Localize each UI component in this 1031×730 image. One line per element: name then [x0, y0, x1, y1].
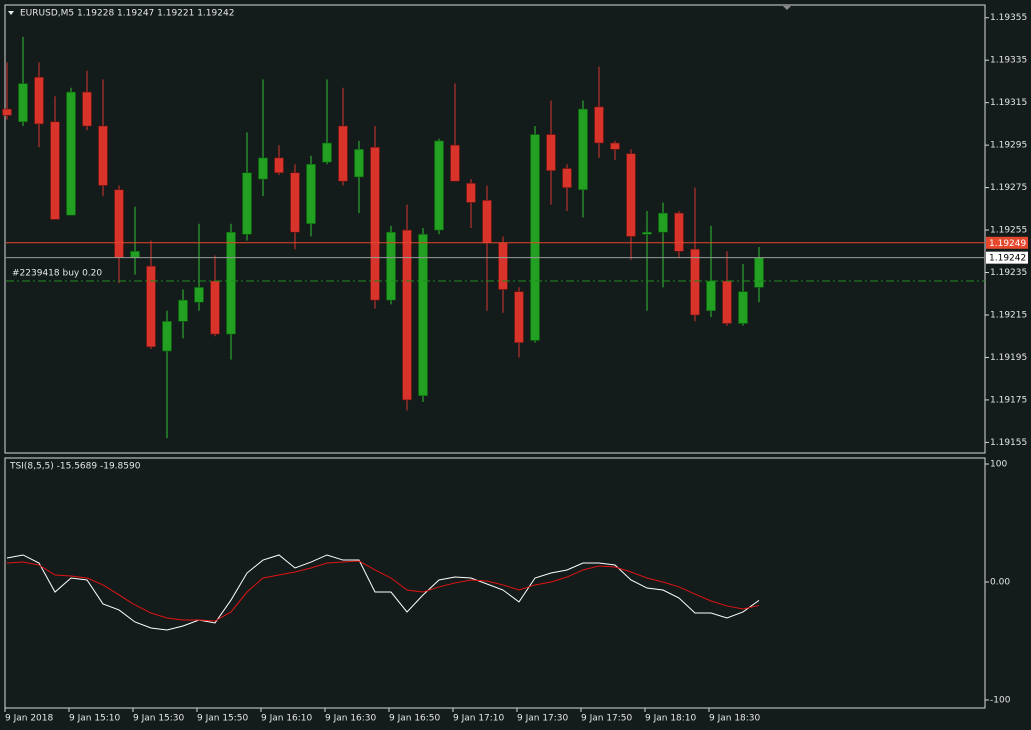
candle-body: [210, 280, 220, 335]
candle-body: [754, 257, 764, 288]
candle-body: [338, 125, 348, 182]
candle-body: [18, 83, 28, 123]
candle-body: [546, 134, 556, 171]
x-tick-label: 9 Jan 17:50: [581, 714, 633, 724]
price-tag-label: 1.19249: [989, 239, 1026, 249]
candle-body: [306, 163, 316, 224]
candle-body: [466, 183, 476, 203]
y-tick-label: 1.19255: [990, 226, 1027, 236]
candle-body: [290, 172, 300, 233]
order-label: #2239418 buy 0.20: [12, 269, 102, 279]
candle-body: [162, 321, 172, 352]
candle-body: [130, 250, 140, 258]
candle-body: [50, 121, 60, 220]
candle-body: [226, 231, 236, 335]
candle-body: [594, 106, 604, 144]
candle-body: [626, 153, 636, 237]
y-tick-label: 1.19155: [990, 438, 1027, 448]
candle-body: [530, 134, 540, 341]
candle-body: [418, 234, 428, 396]
menu-arrow[interactable]: [8, 11, 14, 15]
y-tick-label: 1.19355: [990, 13, 1027, 23]
candle-body: [322, 142, 332, 163]
candle-body: [610, 142, 620, 150]
candle-body: [146, 265, 156, 348]
y-tick-label: 100: [990, 460, 1007, 470]
price-panel: [4, 4, 986, 454]
tsi-line: [6, 554, 760, 631]
candle-body: [482, 200, 492, 244]
y-tick-label: 1.19215: [990, 310, 1027, 320]
candle-body: [242, 172, 252, 235]
y-tick-label: 1.19295: [990, 141, 1027, 151]
candle-body: [370, 146, 380, 301]
x-tick-label: 9 Jan 15:30: [133, 714, 185, 724]
candle-body: [258, 157, 268, 180]
shift-marker: [783, 6, 791, 10]
y-tick-label: 1.19315: [990, 98, 1027, 108]
candle-body: [274, 157, 284, 174]
price-tag: [986, 251, 1028, 264]
candle-body: [98, 125, 108, 186]
candle-body: [690, 248, 700, 316]
y-tick-label: 0.00: [990, 577, 1010, 587]
tsi-line: [6, 560, 760, 622]
candle-body: [658, 212, 668, 233]
y-tick-label: 1.19195: [990, 353, 1027, 363]
candle-body: [514, 291, 524, 343]
y-tick-label: -100: [990, 695, 1011, 705]
candle-body: [450, 144, 460, 182]
x-tick-label: 9 Jan 18:30: [709, 714, 761, 724]
x-tick-label: 9 Jan 16:30: [325, 714, 377, 724]
x-tick-label: 9 Jan 16:10: [261, 714, 313, 724]
candle-body: [434, 140, 444, 231]
y-tick-label: 1.19335: [990, 56, 1027, 66]
candle-body: [66, 91, 76, 216]
x-tick-label: 9 Jan 2018: [5, 714, 53, 724]
candle-body: [706, 280, 716, 312]
x-tick-label: 9 Jan 18:10: [645, 714, 697, 724]
x-tick-label: 9 Jan 15:10: [69, 714, 121, 724]
candle-body: [562, 168, 572, 188]
indicator-panel: [4, 457, 986, 709]
y-tick-label: 1.19175: [990, 395, 1027, 405]
price-tag-label: 1.19242: [989, 254, 1026, 264]
candle-body: [114, 189, 124, 258]
candle-body: [578, 108, 588, 191]
candle-body: [402, 229, 412, 401]
candle-body: [738, 291, 748, 324]
y-tick-label: 1.19275: [990, 183, 1027, 193]
candle-body: [354, 149, 364, 178]
candle-body: [2, 108, 12, 116]
x-tick-label: 9 Jan 15:50: [197, 714, 249, 724]
candle-body: [722, 280, 732, 324]
price-tag: [986, 236, 1028, 249]
candle-body: [386, 231, 396, 301]
candle-body: [498, 242, 508, 290]
x-tick-label: 9 Jan 17:30: [517, 714, 569, 724]
candle-body: [194, 287, 204, 303]
y-tick-label: 1.19235: [990, 268, 1027, 278]
x-tick-label: 9 Jan 17:10: [453, 714, 505, 724]
chart-title: EURUSD,M5 1.19228 1.19247 1.19221 1.1924…: [20, 9, 234, 19]
x-tick-label: 9 Jan 16:50: [389, 714, 441, 724]
candle-body: [178, 299, 188, 322]
candle-body: [642, 231, 652, 235]
candle-body: [82, 91, 92, 127]
candle-body: [674, 212, 684, 252]
candle-body: [34, 76, 44, 125]
indicator-title: TSI(8,5,5) -15.5689 -19.8590: [9, 462, 141, 472]
